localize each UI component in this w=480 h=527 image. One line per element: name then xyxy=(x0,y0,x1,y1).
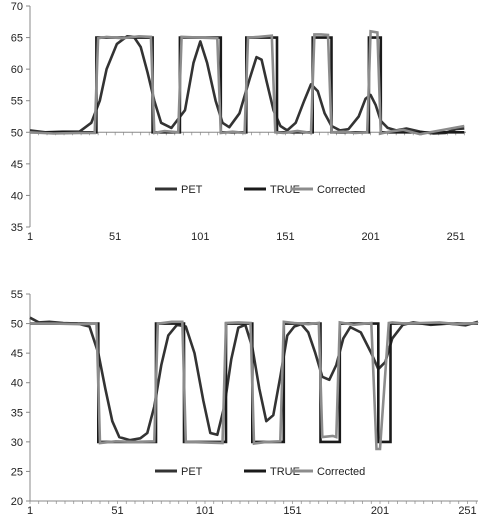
x-tick-label: 151 xyxy=(283,505,301,517)
y-tick-label: 60 xyxy=(11,64,23,76)
y-tick-label: 45 xyxy=(11,159,23,171)
legend-label-true: TRUE xyxy=(270,184,300,196)
y-tick-label: 45 xyxy=(11,348,23,360)
x-tick-label: 251 xyxy=(458,505,476,517)
y-tick-label: 40 xyxy=(11,378,23,390)
x-tick-label: 201 xyxy=(371,505,389,517)
x-tick-label: 201 xyxy=(361,231,379,243)
x-tick-label: 1 xyxy=(27,505,33,517)
y-tick-label: 35 xyxy=(11,222,23,234)
y-tick-label: 40 xyxy=(11,190,23,202)
y-tick-label: 55 xyxy=(11,96,23,108)
x-tick-label: 101 xyxy=(196,505,214,517)
x-tick-label: 51 xyxy=(111,505,123,517)
y-tick-label: 35 xyxy=(11,407,23,419)
x-tick-label: 1 xyxy=(27,231,33,243)
series-line-pet xyxy=(29,316,479,442)
series-line-corrected xyxy=(30,320,479,451)
legend-label-pet: PET xyxy=(181,184,203,196)
series-line-corrected xyxy=(29,29,465,136)
legend-label-corrected: Corrected xyxy=(317,184,365,196)
x-tick-label: 151 xyxy=(276,231,294,243)
y-tick-label: 30 xyxy=(11,437,23,449)
x-tick-label: 251 xyxy=(447,231,465,243)
y-tick-label: 65 xyxy=(11,33,23,45)
y-tick-label: 20 xyxy=(11,496,23,508)
y-tick-label: 70 xyxy=(11,1,23,13)
y-tick-label: 50 xyxy=(11,127,23,139)
x-tick-label: 51 xyxy=(109,231,121,243)
y-tick-label: 55 xyxy=(11,289,23,301)
x-tick-label: 101 xyxy=(191,231,209,243)
legend-label-true: TRUE xyxy=(270,466,300,478)
legend-label-corrected: Corrected xyxy=(317,466,365,478)
y-tick-label: 50 xyxy=(11,319,23,331)
legend-label-pet: PET xyxy=(181,466,203,478)
y-tick-label: 25 xyxy=(11,466,23,478)
